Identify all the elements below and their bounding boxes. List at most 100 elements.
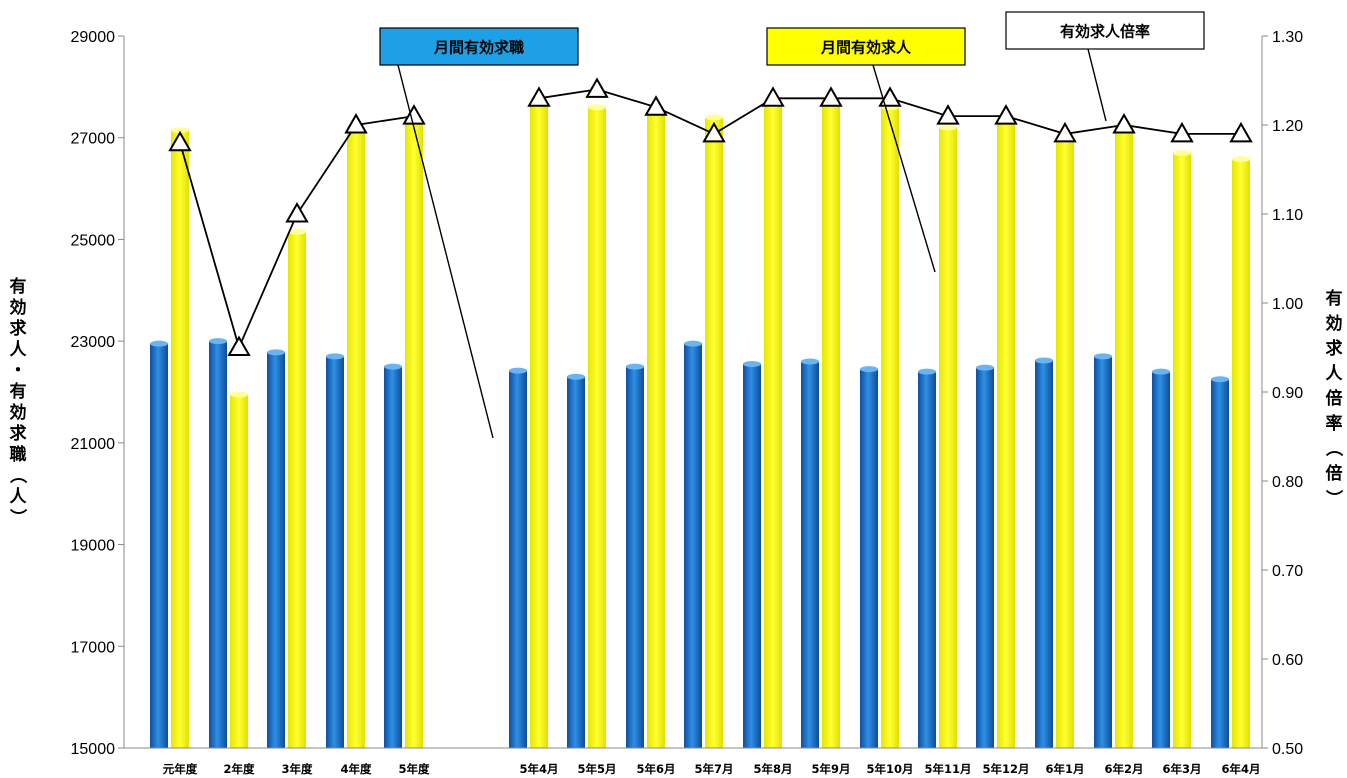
callout-leader-line <box>872 64 936 273</box>
bar-job-seekers <box>150 343 168 748</box>
bar-job-openings <box>881 107 899 748</box>
ratio-marker <box>936 104 960 125</box>
bar-job-seekers <box>918 371 936 748</box>
callout-label: 月間有効求人 <box>820 39 912 57</box>
axis-title-char: 効 <box>10 402 27 423</box>
category-label: 2年度 <box>223 762 255 776</box>
ratio-marker <box>878 86 902 107</box>
bar-job-openings <box>230 394 248 748</box>
bar-job-seekers <box>1094 356 1112 748</box>
bar-job-openings-cap <box>939 124 957 131</box>
axis-title-char: ） <box>1323 490 1344 507</box>
category-label: 元年度 <box>163 762 198 776</box>
category-label: 5年8月 <box>753 762 792 776</box>
bar-job-seekers-cap <box>384 363 402 370</box>
bar-job-seekers-cap <box>918 368 936 375</box>
bar-job-openings <box>288 231 306 749</box>
right-tick-label: 1.20 <box>1272 118 1303 135</box>
bar-job-seekers-cap <box>326 353 344 360</box>
ratio-marker <box>702 121 726 143</box>
bar-job-openings <box>1115 125 1133 748</box>
left-tick-label: 21000 <box>71 436 116 453</box>
bar-job-openings <box>764 104 782 748</box>
axes-layer <box>118 35 1268 749</box>
category-label: 5年4月 <box>519 762 558 776</box>
right-tick-label: 0.70 <box>1272 563 1303 580</box>
axis-title-char: 人 <box>10 487 28 507</box>
bar-job-seekers-cap <box>743 361 761 368</box>
category-label: 5年11月 <box>924 762 971 776</box>
axis-title-char: 人 <box>1326 364 1344 384</box>
bar-job-openings <box>939 127 957 749</box>
axis-title-char: 求 <box>10 423 27 444</box>
axis-title-char: 有 <box>1326 288 1343 309</box>
callout-label: 月間有効求職 <box>433 39 524 57</box>
ratio-marker <box>819 86 843 107</box>
axis-title-char: 効 <box>10 297 27 318</box>
bar-job-openings <box>1056 140 1074 748</box>
axis-title-char: 求 <box>10 318 27 339</box>
text-layer: 15000 17000 19000 21000 23000 25000 27000 29000… <box>7 23 1344 777</box>
category-label: 5年9月 <box>811 762 850 776</box>
axis-title-char: （ <box>7 467 28 484</box>
category-label: 5年7月 <box>694 762 733 776</box>
bar-job-openings <box>347 127 365 749</box>
category-label: 5年度 <box>398 762 430 776</box>
ratio-marker <box>402 104 426 125</box>
right-tick-label: 0.80 <box>1272 474 1303 491</box>
right-tick-label: 1.00 <box>1272 296 1303 313</box>
bar-job-seekers-cap <box>1211 376 1229 383</box>
axis-title-char: 人 <box>10 340 28 360</box>
callout-leader-line <box>397 64 494 439</box>
bar-job-seekers <box>267 352 285 748</box>
left-tick-label: 25000 <box>71 232 116 249</box>
bar-job-openings <box>1232 159 1250 748</box>
bar-job-openings <box>171 130 189 749</box>
left-tick-label: 19000 <box>71 538 116 555</box>
ratio-marker <box>227 335 251 356</box>
axis-title-char: 率 <box>1326 413 1343 434</box>
bar-job-seekers-cap <box>150 340 168 347</box>
bar-job-seekers <box>801 361 819 748</box>
left-tick-label: 29000 <box>71 29 116 46</box>
left-tick-label: 27000 <box>71 131 116 148</box>
category-label: 4年度 <box>340 762 372 776</box>
bar-job-seekers <box>326 356 344 748</box>
bar-job-openings <box>647 112 665 749</box>
ratio-marker <box>344 112 368 134</box>
bar-job-seekers <box>509 370 527 748</box>
bars-layer <box>150 96 1250 749</box>
bar-job-openings-cap <box>588 104 606 111</box>
axis-title-char: 求 <box>1326 338 1343 359</box>
bar-job-openings-cap <box>230 391 248 398</box>
bar-job-seekers <box>976 367 994 748</box>
bar-job-openings <box>705 117 723 748</box>
category-label: 5年6月 <box>636 762 675 776</box>
ratio-marker <box>1112 112 1136 134</box>
axis-title-char: 有 <box>10 381 27 402</box>
bar-job-seekers-cap <box>976 364 994 371</box>
bar-job-seekers-cap <box>626 363 644 370</box>
axis-title-char: 職 <box>10 444 27 465</box>
bar-job-seekers <box>743 364 761 748</box>
bar-job-openings-cap <box>1173 149 1191 156</box>
category-label: 6年3月 <box>1162 762 1201 776</box>
bar-job-seekers-cap <box>209 338 227 345</box>
bar-job-seekers-cap <box>509 367 527 374</box>
category-label: 6年4月 <box>1221 762 1260 776</box>
bar-job-seekers <box>567 376 585 748</box>
callouts-layer <box>379 11 1205 439</box>
ratio-marker <box>1053 121 1077 143</box>
bar-job-seekers-cap <box>1035 357 1053 364</box>
right-tick-label: 1.10 <box>1272 207 1303 224</box>
axis-title-char: 有 <box>10 276 27 297</box>
right-tick-label: 1.30 <box>1272 29 1303 46</box>
ratio-marker <box>1170 121 1194 143</box>
category-label: 6年2月 <box>1104 762 1143 776</box>
left-tick-label: 17000 <box>71 639 116 656</box>
ratio-marker <box>168 130 192 152</box>
bar-job-seekers <box>384 366 402 748</box>
left-tick-label: 23000 <box>71 334 116 351</box>
ratio-line-layer <box>168 77 1253 356</box>
